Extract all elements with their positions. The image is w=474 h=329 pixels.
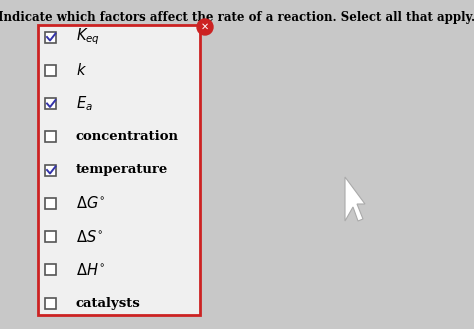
Circle shape [197, 19, 213, 35]
FancyBboxPatch shape [38, 25, 200, 315]
Bar [46, 131, 56, 142]
Text: $\Delta G^{\circ}$: $\Delta G^{\circ}$ [76, 195, 105, 211]
Text: ✕: ✕ [201, 22, 209, 32]
Bar [46, 65, 56, 76]
Bar [46, 164, 56, 175]
Text: concentration: concentration [76, 130, 179, 143]
Text: temperature: temperature [76, 164, 168, 176]
Bar [46, 198, 56, 209]
Text: catalysts: catalysts [76, 296, 141, 310]
Bar [46, 297, 56, 309]
Bar [46, 98, 56, 109]
Polygon shape [345, 177, 365, 221]
Text: $K_{eq}$: $K_{eq}$ [76, 27, 100, 47]
Bar [46, 264, 56, 275]
Bar [46, 32, 56, 42]
Text: $E_a$: $E_a$ [76, 94, 93, 113]
Bar [46, 231, 56, 242]
Text: Indicate which factors affect the rate of a reaction. Select all that apply.: Indicate which factors affect the rate o… [0, 11, 474, 24]
Text: $k$: $k$ [76, 62, 87, 78]
Text: $\Delta H^{\circ}$: $\Delta H^{\circ}$ [76, 262, 105, 278]
Text: $\Delta S^{\circ}$: $\Delta S^{\circ}$ [76, 229, 103, 244]
